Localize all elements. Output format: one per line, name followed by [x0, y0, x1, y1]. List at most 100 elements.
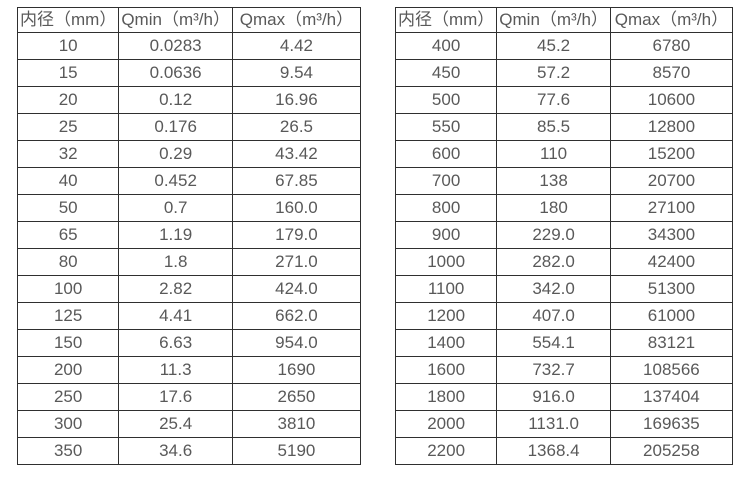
table-row: 1400 554.1 83121 — [394, 329, 733, 357]
table-cell: 45.2 — [496, 32, 611, 60]
table-cell: 954.0 — [231, 329, 361, 357]
table-row: 80 1.8 271.0 — [16, 248, 361, 276]
table-cell: 83121 — [609, 329, 733, 357]
table-row: 600 110 15200 — [394, 140, 733, 168]
table-cell: 179.0 — [231, 221, 361, 249]
table-cell: 12800 — [609, 113, 733, 141]
table-cell: 300 — [16, 410, 120, 438]
table-cell: 34.6 — [118, 437, 233, 465]
table-cell: 2200 — [394, 437, 498, 465]
table-row: 1000 282.0 42400 — [394, 248, 733, 276]
table-cell: 342.0 — [496, 275, 611, 303]
table-cell: 15 — [16, 59, 120, 87]
table-cell: 10600 — [609, 86, 733, 114]
table-row: 900 229.0 34300 — [394, 221, 733, 249]
table-cell: 550 — [394, 113, 498, 141]
table-cell: 450 — [394, 59, 498, 87]
table-cell: 43.42 — [231, 140, 361, 168]
flow-table-small-diameters: 内径（mm） Qmin（m³/h） Qmax（m³/h） 10 0.0283 4.42 1… — [16, 7, 361, 465]
table-cell: 6780 — [609, 32, 733, 60]
table-cell: 25.4 — [118, 410, 233, 438]
column-header: Qmax（m³/h） — [231, 7, 361, 33]
table-cell: 137404 — [609, 383, 733, 411]
table-cell: 0.176 — [118, 113, 233, 141]
table-cell: 6.63 — [118, 329, 233, 357]
table-cell: 138 — [496, 167, 611, 195]
table-cell: 424.0 — [231, 275, 361, 303]
table-row: 800 180 27100 — [394, 194, 733, 222]
table-cell: 10 — [16, 32, 120, 60]
column-header: 内径（mm） — [16, 7, 120, 33]
table-cell: 27100 — [609, 194, 733, 222]
table-row: 25 0.176 26.5 — [16, 113, 361, 141]
table-cell: 0.452 — [118, 167, 233, 195]
table-cell: 77.6 — [496, 86, 611, 114]
table-cell: 32 — [16, 140, 120, 168]
table-row: 1600 732.7 108566 — [394, 356, 733, 384]
header-row: 内径（mm） Qmin（m³/h） Qmax（m³/h） — [394, 7, 733, 33]
table-row: 20 0.12 16.96 — [16, 86, 361, 114]
table-cell: 26.5 — [231, 113, 361, 141]
table-cell: 600 — [394, 140, 498, 168]
table-cell: 5190 — [231, 437, 361, 465]
table-cell: 85.5 — [496, 113, 611, 141]
table-cell: 0.7 — [118, 194, 233, 222]
table-row: 10 0.0283 4.42 — [16, 32, 361, 60]
table-cell: 1000 — [394, 248, 498, 276]
table-cell: 282.0 — [496, 248, 611, 276]
table-cell: 250 — [16, 383, 120, 411]
table-cell: 1800 — [394, 383, 498, 411]
table-cell: 11.3 — [118, 356, 233, 384]
flow-rate-tables-page: 内径（mm） Qmin（m³/h） Qmax（m³/h） 10 0.0283 4.42 1… — [16, 7, 733, 465]
table-cell: 0.12 — [118, 86, 233, 114]
table-row: 350 34.6 5190 — [16, 437, 361, 465]
table-row: 15 0.0636 9.54 — [16, 59, 361, 87]
table-cell: 900 — [394, 221, 498, 249]
table-cell: 17.6 — [118, 383, 233, 411]
table-row: 150 6.63 954.0 — [16, 329, 361, 357]
table-row: 65 1.19 179.0 — [16, 221, 361, 249]
table-row: 400 45.2 6780 — [394, 32, 733, 60]
table-cell: 407.0 — [496, 302, 611, 330]
table-cell: 4.41 — [118, 302, 233, 330]
table-row: 2000 1131.0 169635 — [394, 410, 733, 438]
table-cell: 25 — [16, 113, 120, 141]
table-cell: 61000 — [609, 302, 733, 330]
table-cell: 50 — [16, 194, 120, 222]
table-cell: 205258 — [609, 437, 733, 465]
table-row: 1200 407.0 61000 — [394, 302, 733, 330]
table-cell: 169635 — [609, 410, 733, 438]
table-cell: 110 — [496, 140, 611, 168]
table-row: 32 0.29 43.42 — [16, 140, 361, 168]
table-cell: 20700 — [609, 167, 733, 195]
table-cell: 1400 — [394, 329, 498, 357]
flow-table-large-diameters: 内径（mm） Qmin（m³/h） Qmax（m³/h） 400 45.2 6780 45… — [394, 7, 733, 465]
table-cell: 662.0 — [231, 302, 361, 330]
table-cell: 125 — [16, 302, 120, 330]
table-row: 1100 342.0 51300 — [394, 275, 733, 303]
table-cell: 229.0 — [496, 221, 611, 249]
table-cell: 1100 — [394, 275, 498, 303]
table-row: 200 11.3 1690 — [16, 356, 361, 384]
table-cell: 40 — [16, 167, 120, 195]
table-row: 300 25.4 3810 — [16, 410, 361, 438]
table-cell: 400 — [394, 32, 498, 60]
table-cell: 0.0636 — [118, 59, 233, 87]
table-cell: 200 — [16, 356, 120, 384]
table-cell: 700 — [394, 167, 498, 195]
table-cell: 34300 — [609, 221, 733, 249]
column-header: Qmin（m³/h） — [496, 7, 611, 33]
table-row: 40 0.452 67.85 — [16, 167, 361, 195]
table-cell: 51300 — [609, 275, 733, 303]
table-cell: 180 — [496, 194, 611, 222]
table-cell: 150 — [16, 329, 120, 357]
table-row: 700 138 20700 — [394, 167, 733, 195]
table-cell: 8570 — [609, 59, 733, 87]
table-row: 125 4.41 662.0 — [16, 302, 361, 330]
table-cell: 108566 — [609, 356, 733, 384]
table-cell: 2000 — [394, 410, 498, 438]
table-row: 2200 1368.4 205258 — [394, 437, 733, 465]
table-cell: 1.8 — [118, 248, 233, 276]
table-cell: 57.2 — [496, 59, 611, 87]
table-row: 1800 916.0 137404 — [394, 383, 733, 411]
